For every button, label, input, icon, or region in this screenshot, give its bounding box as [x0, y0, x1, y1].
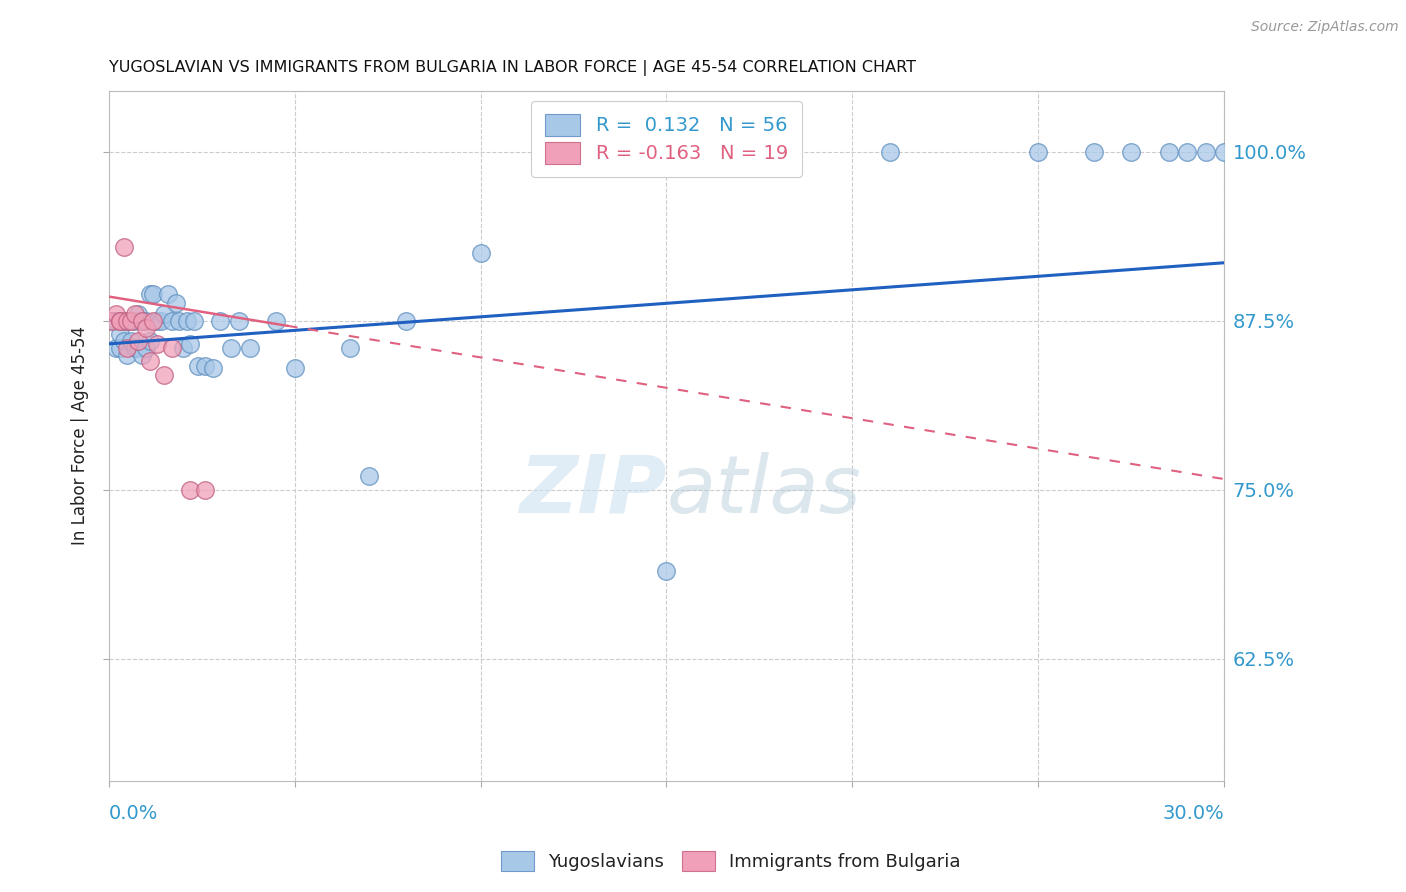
Point [1213, 145, 1236, 159]
Point [194, 359, 217, 373]
Point [117, 341, 139, 355]
Point [101, 314, 124, 328]
Point [165, 296, 187, 310]
Point [120, 314, 142, 328]
Text: YUGOSLAVIAN VS IMMIGRANTS FROM BULGARIA IN LABOR FORCE | AGE 45-54 CORRELATION C: YUGOSLAVIAN VS IMMIGRANTS FROM BULGARIA … [108, 60, 915, 76]
Point [655, 564, 678, 578]
Point [124, 307, 146, 321]
Point [209, 314, 232, 328]
Point [120, 334, 142, 348]
Point [157, 286, 180, 301]
Point [105, 314, 128, 328]
Point [135, 314, 157, 328]
Text: Source: ZipAtlas.com: Source: ZipAtlas.com [1251, 20, 1399, 34]
Point [135, 320, 157, 334]
Point [138, 334, 160, 348]
Point [101, 314, 124, 328]
Point [179, 337, 201, 351]
Point [120, 314, 142, 328]
Point [105, 341, 128, 355]
Point [131, 314, 153, 328]
Point [470, 246, 492, 260]
Legend: R =  0.132   N = 56, R = -0.163   N = 19: R = 0.132 N = 56, R = -0.163 N = 19 [531, 101, 801, 178]
Point [108, 341, 131, 355]
Point [183, 314, 205, 328]
Point [339, 341, 361, 355]
Point [879, 145, 901, 159]
Point [194, 483, 217, 497]
Point [228, 314, 250, 328]
Point [108, 314, 131, 328]
Point [124, 341, 146, 355]
Point [172, 341, 194, 355]
Point [131, 348, 153, 362]
Point [142, 286, 165, 301]
Point [395, 314, 418, 328]
Point [127, 334, 149, 348]
Point [239, 341, 262, 355]
Point [1195, 145, 1218, 159]
Point [160, 341, 183, 355]
Point [108, 327, 131, 342]
Point [201, 361, 224, 376]
Point [1157, 145, 1180, 159]
Point [1121, 145, 1143, 159]
Point [112, 334, 135, 348]
Point [160, 314, 183, 328]
Point [127, 307, 149, 321]
Point [108, 314, 131, 328]
Point [169, 314, 191, 328]
Point [176, 314, 198, 328]
Point [127, 341, 149, 355]
Point [1083, 145, 1105, 159]
Point [692, 145, 714, 159]
Point [138, 354, 160, 368]
Point [142, 314, 165, 328]
Point [117, 314, 139, 328]
Text: 30.0%: 30.0% [1163, 805, 1225, 823]
Point [105, 307, 128, 321]
Point [1175, 145, 1198, 159]
Point [112, 314, 135, 328]
Point [149, 314, 172, 328]
Point [117, 348, 139, 362]
Point [153, 307, 176, 321]
Point [179, 483, 201, 497]
Point [264, 314, 287, 328]
Point [146, 314, 169, 328]
Text: 0.0%: 0.0% [108, 805, 157, 823]
Point [112, 239, 135, 253]
Text: atlas: atlas [666, 452, 862, 530]
Legend: Yugoslavians, Immigrants from Bulgaria: Yugoslavians, Immigrants from Bulgaria [495, 844, 967, 879]
Point [153, 368, 176, 382]
Point [357, 469, 380, 483]
Point [221, 341, 243, 355]
Point [1028, 145, 1050, 159]
Point [135, 341, 157, 355]
Point [117, 314, 139, 328]
Point [187, 359, 209, 373]
Point [284, 361, 307, 376]
Point [146, 337, 169, 351]
Y-axis label: In Labor Force | Age 45-54: In Labor Force | Age 45-54 [72, 326, 89, 545]
Point [131, 314, 153, 328]
Point [138, 286, 160, 301]
Point [124, 314, 146, 328]
Text: ZIP: ZIP [519, 452, 666, 530]
